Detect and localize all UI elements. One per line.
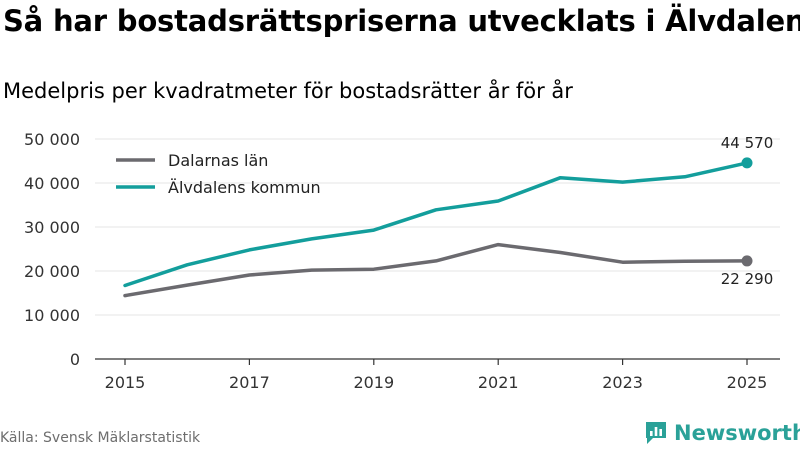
chart-subtitle: Medelpris per kvadratmeter för bostadsrä… (3, 79, 573, 103)
x-tick-label: 2025 (727, 373, 768, 392)
newsworthy-logo-icon (646, 422, 666, 444)
series-line-alvdalens-kommun (123, 161, 749, 288)
line-chart: 0 10 000 20 000 30 000 40 000 50 000 2015 2017 2… (24, 130, 780, 392)
x-tick-label: 2017 (229, 373, 270, 392)
source-note: Källa: Svensk Mäklarstatistik (0, 430, 201, 446)
y-tick-label: 30 000 (24, 218, 80, 237)
brand-name: Newsworthy (674, 421, 800, 445)
y-tick-label: 10 000 (24, 306, 80, 325)
x-tick-label: 2015 (105, 373, 146, 392)
y-tick-label: 20 000 (24, 262, 80, 281)
end-label-alvdalens-kommun: 44 570 (721, 134, 774, 152)
series-line-dalarnas-lan (123, 242, 749, 298)
end-point-dalarnas-lan (741, 255, 753, 267)
y-tick-label: 40 000 (24, 174, 80, 193)
x-tick-label: 2023 (602, 373, 643, 392)
x-tick-label: 2021 (478, 373, 519, 392)
brand-logo: Newsworthy (644, 419, 800, 447)
y-tick-label: 50 000 (24, 130, 80, 149)
end-label-dalarnas-lan: 22 290 (721, 270, 774, 288)
chart-title: Så har bostadsrättspriserna utvecklats i… (3, 4, 800, 38)
y-tick-label: 0 (70, 350, 80, 369)
x-tick-label: 2019 (353, 373, 394, 392)
legend-label-alvdalens-kommun: Älvdalens kommun (168, 178, 321, 197)
legend-label-dalarnas-lan: Dalarnas län (168, 151, 268, 170)
end-point-alvdalens-kommun (741, 157, 753, 169)
